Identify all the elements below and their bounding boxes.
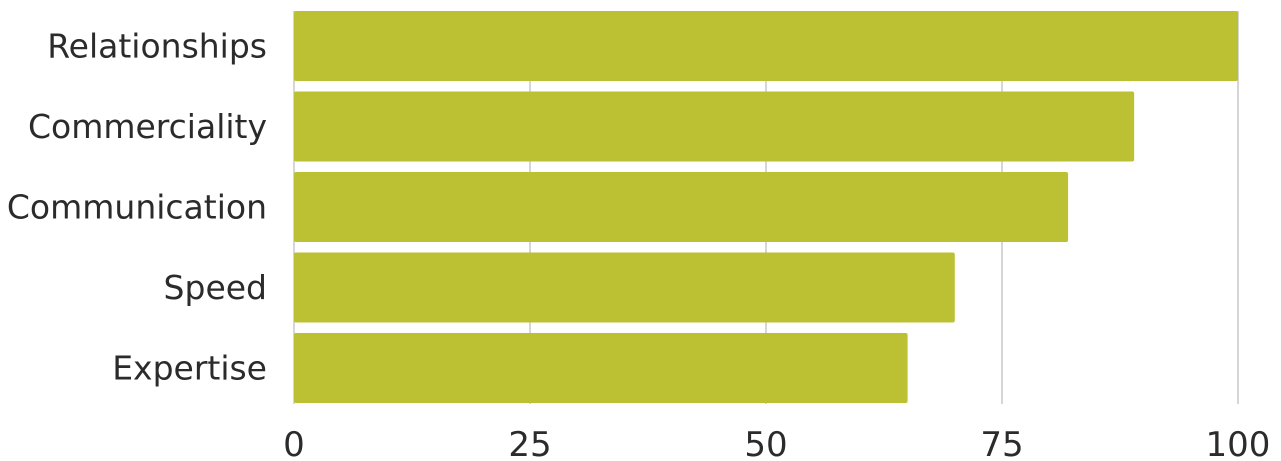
category-label-commerciality: Commerciality xyxy=(28,107,267,146)
bar-commerciality xyxy=(294,91,1135,162)
category-label-relationships: Relationships xyxy=(47,27,267,66)
x-tick-label-1: 25 xyxy=(508,425,551,461)
bars xyxy=(294,11,1238,403)
category-label-speed: Speed xyxy=(164,268,267,307)
bar-relationships xyxy=(294,11,1238,81)
bar-expertise xyxy=(294,333,908,403)
x-tick-label-2: 50 xyxy=(744,425,787,461)
x-tick-label-0: 0 xyxy=(283,425,305,461)
x-tick-label-4: 100 xyxy=(1206,425,1271,461)
category-label-expertise: Expertise xyxy=(112,349,267,388)
bar-speed xyxy=(294,252,955,323)
x-axis-tick-labels: 0 25 50 75 100 xyxy=(283,425,1270,461)
bar-communication xyxy=(294,172,1069,242)
category-labels: Relationships Commerciality Communication S… xyxy=(7,27,267,388)
category-label-communication: Communication xyxy=(7,188,267,227)
x-tick-label-3: 75 xyxy=(980,425,1023,461)
